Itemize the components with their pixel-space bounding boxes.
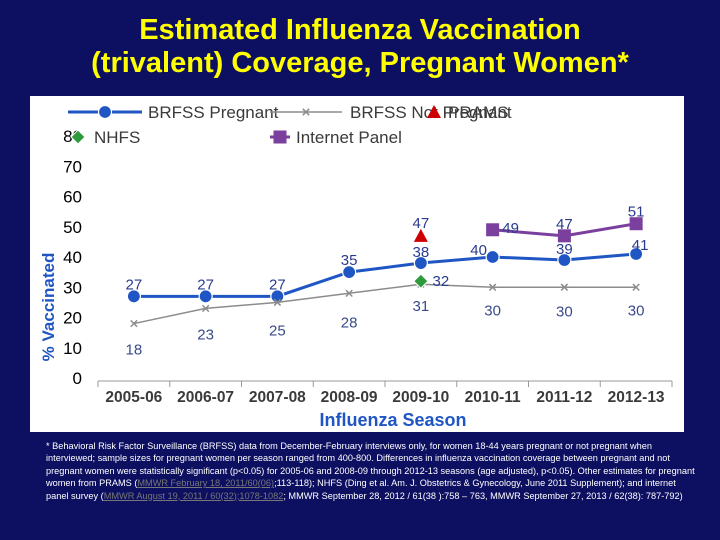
footnote-text-2: ;113-118); NHFS (Ding et al. Am. J. Obst… <box>46 478 676 501</box>
data-label-brfss-pregnant: 27 <box>269 276 286 293</box>
y-tick-label-50: 50 <box>63 218 82 237</box>
x-tick-label-2011-12: 2011-12 <box>536 389 592 406</box>
data-point-brfss-not-pregnant <box>130 319 138 328</box>
legend-label-internet-panel: Internet Panel <box>296 128 402 147</box>
data-label-internet-panel: 47 <box>556 216 573 233</box>
data-label-brfss-not-pregnant: 18 <box>126 342 143 359</box>
data-label-brfss-not-pregnant: 30 <box>484 302 501 319</box>
data-label-nhfs: 32 <box>433 273 450 290</box>
data-point-internet-panel <box>629 217 643 231</box>
data-point-brfss-pregnant <box>557 252 572 268</box>
legend-label-nhfs: NHFS <box>94 128 140 147</box>
x-tick-label-2009-10: 2009-10 <box>392 389 449 406</box>
y-tick-label-20: 20 <box>63 309 82 328</box>
y-tick-label-70: 70 <box>63 157 82 176</box>
y-tick-label-0: 0 <box>73 369 82 388</box>
legend-marker-brfss-not-pregnant <box>302 108 310 116</box>
footnote-link-mmwr-2011-aug[interactable]: MMWR August 19, 2011 / 60(32);1078-1082 <box>103 490 284 501</box>
data-point-brfss-pregnant <box>342 265 357 280</box>
data-label-brfss-not-pregnant: 25 <box>269 322 286 339</box>
data-label-brfss-not-pregnant: 31 <box>413 298 430 315</box>
legend-label-prams: PRAMS <box>448 103 508 122</box>
footnote-text-1: * Behavioral Risk Factor Surveillance (B… <box>46 441 695 489</box>
footnote-link-mmwr-2011-feb[interactable]: MMWR February 18, 2011/60(06) <box>137 478 275 489</box>
data-point-prams <box>413 228 428 242</box>
x-axis-title: Influenza Season <box>319 410 466 430</box>
data-point-brfss-pregnant <box>126 289 141 304</box>
x-tick-label-2012-13: 2012-13 <box>608 389 665 406</box>
x-tick-label-2005-06: 2005-06 <box>105 389 162 406</box>
slide-title-line-1: Estimated Influenza Vaccination <box>139 14 581 46</box>
data-point-brfss-not-pregnant <box>201 304 210 313</box>
series-line-brfss-not-pregnant <box>133 283 637 325</box>
footnote: * Behavioral Risk Factor Surveillance (B… <box>46 440 696 502</box>
data-label-brfss-pregnant: 39 <box>556 241 573 258</box>
x-tick-label-2006-07: 2006-07 <box>177 389 234 406</box>
series-line-brfss-pregnant <box>133 252 637 298</box>
data-point-brfss-not-pregnant <box>273 298 282 307</box>
legend-marker-prams <box>427 105 441 118</box>
data-label-brfss-pregnant: 27 <box>197 276 214 293</box>
y-tick-label-10: 10 <box>63 339 82 358</box>
x-tick-label-2008-09: 2008-09 <box>321 389 378 406</box>
legend-label-brfss-pregnant: BRFSS Pregnant <box>148 103 279 122</box>
data-point-internet-panel <box>486 223 500 237</box>
data-label-brfss-not-pregnant: 30 <box>628 302 645 319</box>
data-label-internet-panel: 49 <box>502 220 519 237</box>
slide-title: Estimated Influenza Vaccination (trivale… <box>0 14 720 80</box>
data-point-brfss-pregnant <box>198 289 213 304</box>
data-label-internet-panel: 51 <box>628 204 645 221</box>
data-label-brfss-pregnant: 41 <box>632 237 649 254</box>
legend-marker-nhfs <box>70 129 86 145</box>
y-tick-label-60: 60 <box>63 188 82 207</box>
y-tick-label-30: 30 <box>63 278 82 297</box>
data-point-nhfs <box>413 273 429 289</box>
data-point-brfss-not-pregnant <box>488 283 497 291</box>
data-point-brfss-pregnant <box>413 255 428 271</box>
data-label-brfss-pregnant: 40 <box>470 242 487 259</box>
x-tick-label-2010-11: 2010-11 <box>465 389 521 406</box>
data-point-brfss-pregnant <box>629 246 644 262</box>
data-label-brfss-pregnant: 38 <box>413 244 430 261</box>
data-label-brfss-not-pregnant: 23 <box>197 326 214 343</box>
data-point-brfss-not-pregnant <box>345 289 353 298</box>
x-tick-label-2007-08: 2007-08 <box>249 389 306 406</box>
y-tick-label-40: 40 <box>63 248 82 267</box>
data-label-brfss-not-pregnant: 30 <box>556 303 573 320</box>
data-label-brfss-pregnant: 35 <box>341 252 358 269</box>
slide-title-line-2: (trivalent) Coverage, Pregnant Women* <box>91 47 629 79</box>
vaccination-line-chart: 01020304050607080% Vaccinated2005-062006… <box>39 103 673 430</box>
data-label-brfss-not-pregnant: 28 <box>341 314 358 331</box>
data-point-brfss-not-pregnant <box>560 283 569 291</box>
legend-marker-brfss-pregnant <box>97 104 113 120</box>
legend-marker-internet-panel <box>273 130 287 144</box>
data-point-internet-panel <box>557 229 571 243</box>
data-label-brfss-pregnant: 27 <box>126 276 143 293</box>
y-axis-title: % Vaccinated <box>39 253 58 362</box>
footnote-text-3: ; MMWR September 28, 2012 / 61(38 ):758 … <box>283 490 683 501</box>
data-label-prams: 47 <box>413 215 430 232</box>
data-point-brfss-not-pregnant <box>632 283 640 291</box>
data-point-brfss-pregnant <box>485 249 500 265</box>
chart-panel: 01020304050607080% Vaccinated2005-062006… <box>30 96 684 432</box>
